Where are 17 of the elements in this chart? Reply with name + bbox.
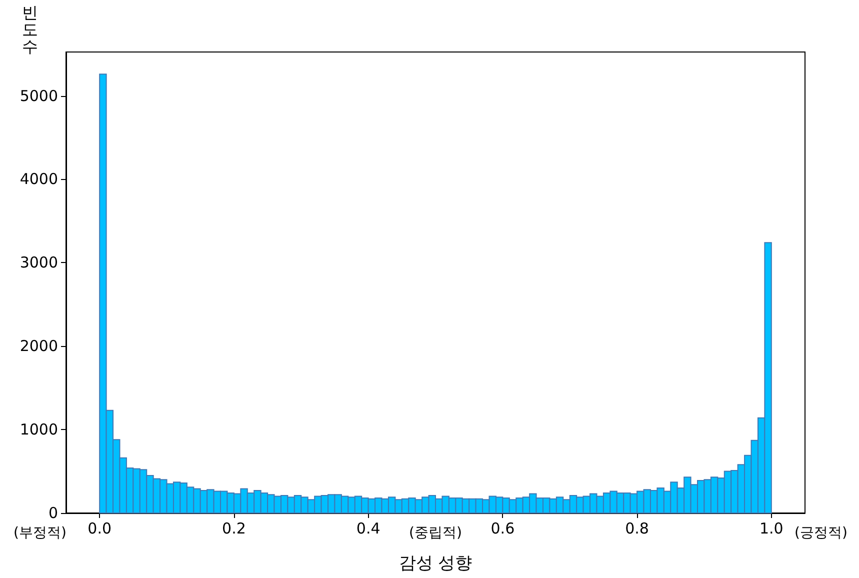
y-tick-label: 0 xyxy=(48,504,58,522)
x-tick-label: 0.2 xyxy=(222,520,246,538)
text: (중립적) xyxy=(409,525,462,541)
y-tick-label: 2000 xyxy=(20,337,58,356)
x-tick-label: 0.8 xyxy=(625,520,649,538)
x-tick-label: 1.0 xyxy=(759,520,784,538)
y-tick-label: 5000 xyxy=(20,86,58,105)
y-tick-label: 3000 xyxy=(20,254,58,272)
y-tick-label: 4000 xyxy=(20,170,58,188)
y-tick-label: 1000 xyxy=(20,420,58,439)
x-tick-label: 0.0 xyxy=(88,520,112,538)
y-axis-title: 빈도수 xyxy=(22,3,38,56)
text: (긍정적) xyxy=(794,525,848,541)
x-tick-label: 0.6 xyxy=(490,520,515,538)
x-axis-title: 감성 성향 xyxy=(398,554,472,574)
x-tick-label: 0.4 xyxy=(356,520,380,538)
text: (부정적) xyxy=(14,525,66,541)
